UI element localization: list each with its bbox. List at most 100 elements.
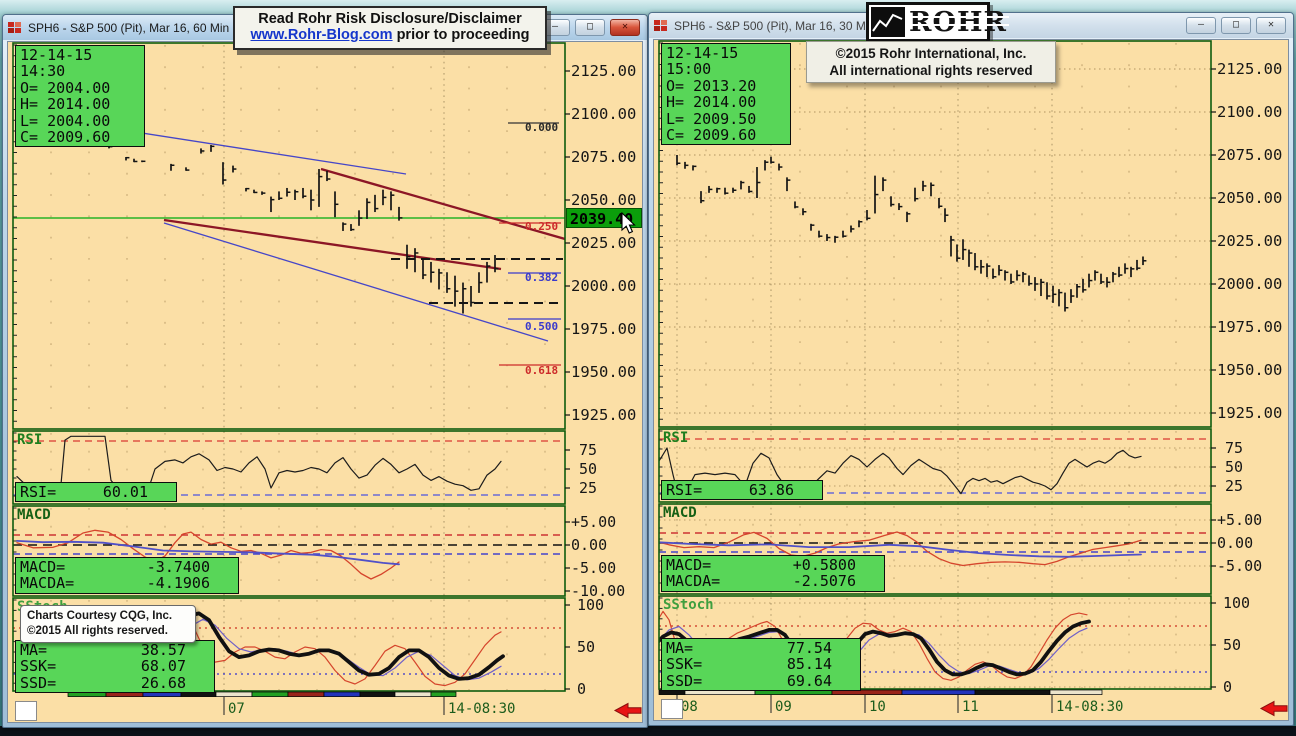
fib-level-label: 0.500 bbox=[525, 320, 559, 333]
rohr-blog-link[interactable]: www.Rohr-Blog.com bbox=[250, 27, 393, 43]
price-axis-label: 1925.00 bbox=[1217, 404, 1283, 422]
ohlc-info-line: C= 2009.60 bbox=[666, 125, 757, 144]
minimize-button[interactable]: – bbox=[1186, 17, 1216, 34]
ohlc-info-line: L= 2009.50 bbox=[666, 109, 757, 128]
value-number: +0.5800 bbox=[792, 556, 856, 574]
rohr-logo-text: ROHR bbox=[907, 6, 1009, 38]
fib-level-label: 0.618 bbox=[525, 364, 559, 377]
value-label: RSI= bbox=[666, 481, 703, 499]
price-axis-label: 2125.00 bbox=[1217, 60, 1283, 78]
ohlc-info-line: C= 2009.60 bbox=[20, 127, 111, 146]
sstoch-axis-label: 100 bbox=[577, 596, 605, 614]
macd-panel-label: MACD bbox=[663, 505, 697, 521]
price-axis-label: 2000.00 bbox=[571, 277, 637, 295]
macd-panel-label: MACD bbox=[17, 507, 51, 523]
mouse-cursor bbox=[621, 211, 639, 241]
price-axis-label: 1975.00 bbox=[1217, 318, 1283, 336]
ohlc-info-line: 12-14-15 bbox=[666, 44, 739, 62]
rohr-logo-chart-icon bbox=[871, 7, 905, 37]
value-number: 26.68 bbox=[140, 673, 186, 692]
rsi-panel-label: RSI bbox=[17, 432, 43, 448]
rsi-value-box: RSI= 63.86 bbox=[661, 480, 823, 501]
rsi-axis-label: 75 bbox=[1225, 439, 1244, 457]
time-axis-label: 09 bbox=[775, 699, 792, 715]
time-axis-label: 07 bbox=[228, 701, 245, 717]
value-number: 38.57 bbox=[140, 641, 186, 659]
rsi-axis-label: 25 bbox=[579, 479, 598, 497]
close-button[interactable]: ✕ bbox=[1256, 17, 1286, 34]
corner-box[interactable] bbox=[15, 701, 37, 721]
ohlc-info-line: H= 2014.00 bbox=[20, 95, 111, 114]
copyright-line2: All international rights reserved bbox=[829, 63, 1033, 78]
value-number: 77.54 bbox=[786, 639, 832, 657]
macd-axis-label: 0.00 bbox=[1217, 534, 1254, 552]
time-axis-label: 11 bbox=[962, 699, 979, 715]
value-label: MACDA= bbox=[20, 574, 75, 593]
price-axis-label: 2125.00 bbox=[571, 62, 637, 80]
disclaimer-line2: www.Rohr-Blog.com prior to proceeding bbox=[250, 27, 530, 43]
window-title: SPH6 - S&P 500 (Pit), Mar 16, 30 Min bbox=[674, 18, 876, 33]
app-icon bbox=[8, 21, 22, 34]
risk-disclaimer-banner: Read Rohr Risk Disclosure/Disclaimer www… bbox=[233, 6, 547, 50]
rsi-axis-label: 50 bbox=[1225, 458, 1244, 476]
time-axis-label: 10 bbox=[869, 699, 886, 715]
price-axis-label: 2075.00 bbox=[571, 148, 637, 166]
ohlc-info-line: 12-14-15 bbox=[20, 46, 93, 64]
ohlc-info-line: O= 2013.20 bbox=[666, 76, 757, 95]
ohlc-info-line: 15:00 bbox=[666, 60, 712, 79]
close-button[interactable]: ✕ bbox=[610, 19, 640, 36]
app-icon bbox=[654, 19, 668, 32]
ohlc-info-line: 14:30 bbox=[20, 62, 66, 81]
rohr-logo: ROHR bbox=[866, 2, 1009, 42]
current-price-highlight: 2039.40 bbox=[566, 208, 642, 228]
value-label: MACD= bbox=[20, 558, 66, 576]
price-axis-label: 2075.00 bbox=[1217, 146, 1283, 164]
maximize-button[interactable]: □ bbox=[575, 19, 605, 36]
fib-level-label: 0.250 bbox=[525, 220, 559, 233]
ohlc-info-line: H= 2014.00 bbox=[666, 93, 757, 112]
value-label: SSK= bbox=[20, 657, 57, 676]
maximize-button[interactable]: □ bbox=[1221, 17, 1251, 34]
price-axis-label: 2050.00 bbox=[571, 191, 637, 209]
rohr-copyright-box: ©2015 Rohr International, Inc. All inter… bbox=[806, 41, 1056, 83]
value-label: SSD= bbox=[20, 673, 57, 692]
value-number: 69.64 bbox=[786, 671, 832, 690]
rsi-axis-label: 75 bbox=[579, 441, 598, 459]
corner-box[interactable] bbox=[661, 699, 683, 719]
time-axis-label: 14-08:30 bbox=[448, 701, 516, 717]
price-axis-label: 1950.00 bbox=[1217, 361, 1283, 379]
value-number: 68.07 bbox=[140, 657, 186, 676]
price-axis-label: 2025.00 bbox=[571, 234, 637, 252]
sstoch-panel-label: SStoch bbox=[663, 597, 714, 613]
cqg-line2: ©2015 All rights reserved. bbox=[27, 625, 169, 637]
rsi-axis-label: 25 bbox=[1225, 477, 1244, 495]
ohlc-info-box: 12-14-15 15:00 O= 2013.20 H= 2014.00 L= 2009… bbox=[661, 43, 791, 146]
value-number: -2.5076 bbox=[792, 572, 856, 591]
price-axis-label: 2000.00 bbox=[1217, 275, 1283, 293]
macd-axis-label: +5.00 bbox=[571, 513, 617, 531]
price-axis-label: 2025.00 bbox=[1217, 232, 1283, 250]
sstoch-axis-label: 50 bbox=[1223, 636, 1242, 654]
sstoch-axis-label: 50 bbox=[577, 638, 596, 656]
macd-axis-label: 0.00 bbox=[571, 536, 608, 554]
value-label: MACDA= bbox=[666, 572, 721, 591]
cqg-line1: Charts Courtesy CQG, Inc. bbox=[27, 610, 173, 622]
value-label: SSK= bbox=[666, 655, 703, 674]
chart-window-30min[interactable]: SPH6 - S&P 500 (Pit), Mar 16, 30 Min – □… bbox=[648, 12, 1294, 726]
macd-value-box: MACD= -3.7400 MACDA= -4.1906 bbox=[15, 557, 239, 594]
price-axis-label: 1950.00 bbox=[571, 363, 637, 381]
value-label: MACD= bbox=[666, 556, 712, 574]
sstoch-axis-label: 0 bbox=[1223, 678, 1233, 696]
time-axis-label: 14-08:30 bbox=[1056, 699, 1124, 715]
value-number: -4.1906 bbox=[146, 574, 210, 593]
value-label: MA= bbox=[20, 641, 48, 659]
price-axis-label: 1925.00 bbox=[571, 406, 637, 424]
value-number: 85.14 bbox=[786, 655, 832, 674]
ohlc-info-line: O= 2004.00 bbox=[20, 78, 111, 97]
price-axis-label: 1975.00 bbox=[571, 320, 637, 338]
macd-value-box: MACD= +0.5800 MACDA= -2.5076 bbox=[661, 555, 885, 592]
value-number: 60.01 bbox=[102, 483, 148, 501]
rsi-panel-label: RSI bbox=[663, 430, 689, 446]
window-title: SPH6 - S&P 500 (Pit), Mar 16, 60 Min bbox=[28, 20, 230, 35]
value-label: SSD= bbox=[666, 671, 703, 690]
